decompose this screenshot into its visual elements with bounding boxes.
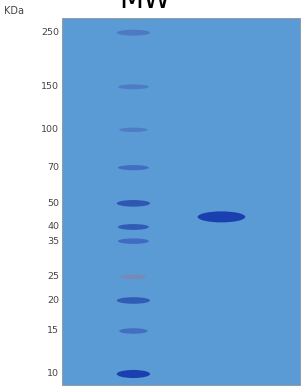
Ellipse shape: [117, 200, 150, 206]
Text: 35: 35: [47, 237, 59, 246]
Ellipse shape: [117, 30, 150, 36]
Text: 25: 25: [47, 273, 59, 282]
Text: MW: MW: [120, 0, 171, 14]
Ellipse shape: [118, 84, 149, 89]
Text: 20: 20: [47, 296, 59, 305]
Text: 150: 150: [41, 83, 59, 91]
Text: 70: 70: [47, 163, 59, 172]
Text: 10: 10: [47, 369, 59, 378]
Text: 50: 50: [47, 199, 59, 208]
Text: 100: 100: [41, 126, 59, 135]
Text: KDa: KDa: [4, 6, 24, 16]
Ellipse shape: [118, 239, 149, 244]
Text: 250: 250: [41, 28, 59, 37]
Ellipse shape: [117, 297, 150, 304]
Ellipse shape: [119, 127, 148, 132]
Text: 40: 40: [47, 222, 59, 231]
Bar: [62, 18, 300, 385]
Ellipse shape: [118, 224, 149, 230]
Text: 15: 15: [47, 326, 59, 335]
Ellipse shape: [198, 212, 245, 222]
Ellipse shape: [120, 274, 146, 279]
Ellipse shape: [118, 165, 149, 170]
Ellipse shape: [117, 370, 150, 378]
Ellipse shape: [119, 328, 148, 334]
